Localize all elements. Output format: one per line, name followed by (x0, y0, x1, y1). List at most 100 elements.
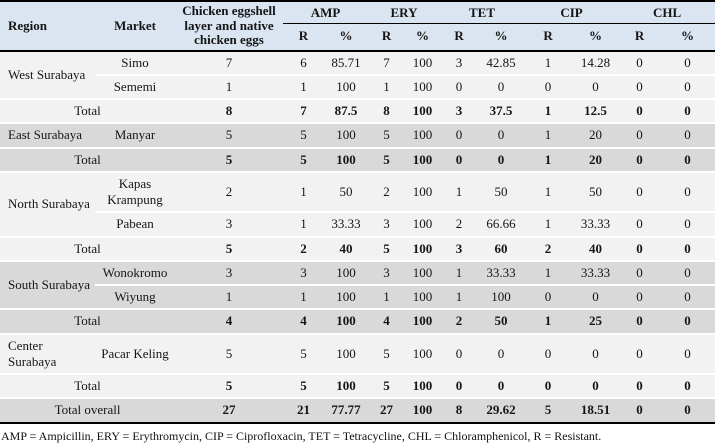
section-total-row: Total 5 5 100 5 100 0 0 1 20 0 0 (0, 147, 715, 173)
market-row: West Surabaya Simo 7 6 85.71 7 100 3 42.85 1 14.28… (0, 50, 715, 101)
value-cell: 1 (524, 123, 573, 149)
value-cell: 0 (478, 333, 525, 376)
section-total-row: Total 4 4 100 4 100 2 50 1 25 0 0 (0, 309, 715, 335)
value-cell: 100 (324, 333, 369, 376)
egg-count-total: 5 (175, 147, 283, 173)
value-cell: 85.71 (324, 50, 369, 76)
value-cell: 100 (405, 212, 441, 238)
value-cell: 100 (405, 171, 441, 214)
col-header-amp: AMP (283, 1, 369, 25)
value-cell: 0 (619, 99, 661, 125)
subcol-ery-r: R (368, 23, 406, 52)
value-cell: 0 (524, 333, 573, 376)
value-cell: 1 (440, 260, 479, 287)
value-cell: 0 (619, 333, 661, 376)
egg-count: 1 (175, 285, 283, 311)
header-group-row: Region Market Chicken eggshell layer and… (0, 1, 715, 52)
value-cell: 0 (660, 398, 715, 423)
value-cell: 21 (283, 398, 324, 423)
section-total-label: Total (0, 99, 175, 125)
value-cell: 0 (524, 285, 573, 311)
value-cell: 5 (283, 147, 324, 173)
value-cell: 0 (660, 74, 715, 101)
col-header-ery: ERY (368, 1, 441, 25)
value-cell: 100 (405, 74, 441, 101)
col-header-cip: CIP (524, 1, 620, 25)
value-cell: 33.33 (572, 260, 620, 287)
value-cell: 5 (368, 123, 406, 149)
value-cell: 7 (368, 50, 406, 76)
egg-count: 3 (175, 260, 283, 287)
value-cell: 0 (619, 171, 661, 214)
egg-count-total: 5 (175, 374, 283, 400)
value-cell: 33.33 (324, 212, 369, 238)
value-cell: 100 (405, 398, 441, 423)
value-cell: 0 (619, 285, 661, 311)
value-cell: 2 (440, 212, 479, 238)
value-cell: 0 (478, 147, 525, 173)
section-total-label: Total (0, 309, 175, 335)
egg-count: 7 (175, 50, 283, 76)
value-cell: 0 (660, 50, 715, 76)
value-cell: 0 (660, 99, 715, 125)
value-cell: 100 (405, 309, 441, 335)
value-cell: 50 (324, 171, 369, 214)
value-cell: 1 (524, 309, 573, 335)
value-cell: 1 (283, 212, 324, 238)
value-cell: 0 (524, 74, 573, 101)
value-cell: 5 (283, 123, 324, 149)
value-cell: 100 (405, 374, 441, 400)
value-cell: 100 (324, 260, 369, 287)
value-cell: 8 (368, 99, 406, 125)
value-cell: 100 (324, 309, 369, 335)
value-cell: 0 (619, 50, 661, 76)
section-total-row: Total 5 2 40 5 100 3 60 2 40 0 0 (0, 236, 715, 262)
value-cell: 33.33 (478, 260, 525, 287)
egg-count-total: 8 (175, 99, 283, 125)
value-cell: 50 (572, 171, 620, 214)
value-cell: 0 (619, 374, 661, 400)
market-row: East Surabaya Manyar 5 5 100 5 100 0 0 1 20 0 0 (0, 123, 715, 149)
value-cell: 100 (324, 123, 369, 149)
value-cell: 0 (660, 212, 715, 238)
section-total-row: Total 8 7 87.5 8 100 3 37.5 1 12.5 0 0 (0, 99, 715, 125)
value-cell: 1 (524, 260, 573, 287)
region-label: West Surabaya (0, 50, 95, 101)
market-label: Pabean (95, 212, 175, 238)
region-label: South Surabaya (0, 260, 95, 311)
value-cell: 0 (440, 147, 479, 173)
subcol-ery-pct: % (405, 23, 441, 52)
value-cell: 1 (524, 99, 573, 125)
value-cell: 0 (440, 74, 479, 101)
value-cell: 0 (524, 374, 573, 400)
value-cell: 0 (660, 333, 715, 376)
col-header-tet: TET (440, 1, 525, 25)
value-cell: 6 (283, 50, 324, 76)
value-cell: 2 (524, 236, 573, 262)
value-cell: 77.77 (324, 398, 369, 423)
col-header-chl: CHL (619, 1, 715, 25)
market-label: Kapas Krampung (95, 171, 175, 214)
value-cell: 0 (572, 333, 620, 376)
value-cell: 0 (619, 147, 661, 173)
value-cell: 8 (440, 398, 479, 423)
value-cell: 100 (405, 147, 441, 173)
value-cell: 0 (660, 260, 715, 287)
value-cell: 0 (478, 74, 525, 101)
table-header: Region Market Chicken eggshell layer and… (0, 1, 715, 52)
subcol-chl-r: R (619, 23, 661, 52)
value-cell: 18.51 (572, 398, 620, 423)
section-total-label: Total (0, 374, 175, 400)
egg-count-overall: 27 (175, 398, 283, 423)
value-cell: 37.5 (478, 99, 525, 125)
value-cell: 100 (405, 123, 441, 149)
value-cell: 5 (368, 333, 406, 376)
value-cell: 5 (368, 374, 406, 400)
value-cell: 5 (368, 236, 406, 262)
market-row: Wiyung 1 1 100 1 100 1 100 0 0 0 0 (0, 285, 715, 311)
value-cell: 12.5 (572, 99, 620, 125)
market-label: Sememi (95, 74, 175, 101)
section-total-label: Total (0, 147, 175, 173)
subcol-cip-r: R (524, 23, 573, 52)
market-row: Pabean 3 1 33.33 3 100 2 66.66 1 33.33 0 0 (0, 212, 715, 238)
